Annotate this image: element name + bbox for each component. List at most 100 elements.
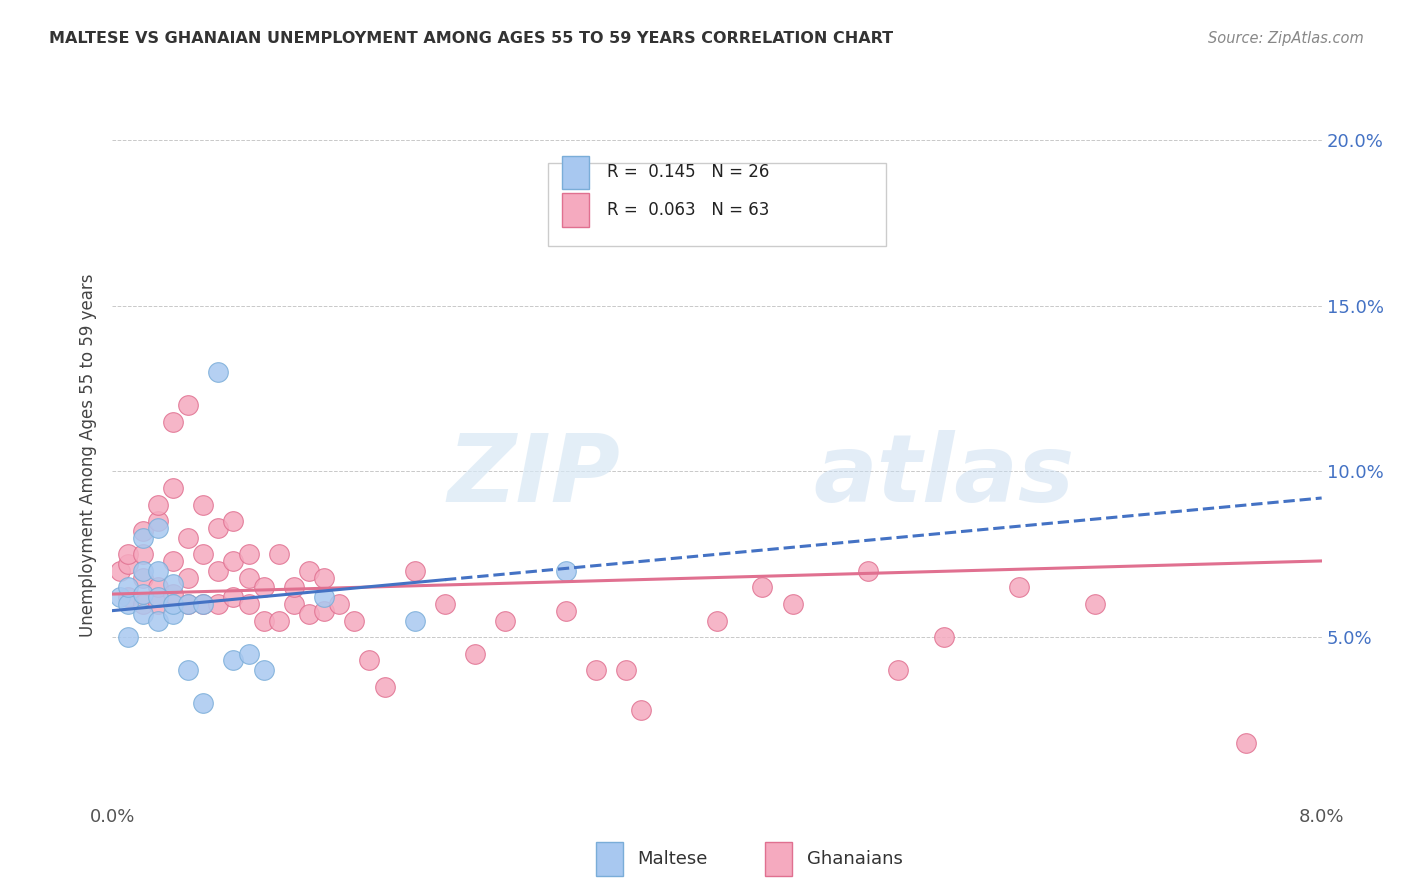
- Point: [312, 604, 335, 618]
- Point: [267, 547, 290, 561]
- Point: [554, 604, 576, 618]
- Point: [616, 663, 638, 677]
- Point: [132, 547, 155, 561]
- Point: [887, 663, 910, 677]
- Point: [238, 647, 260, 661]
- Point: [630, 703, 652, 717]
- Bar: [562, 156, 589, 189]
- Point: [177, 597, 200, 611]
- Point: [132, 564, 155, 578]
- Point: [162, 587, 184, 601]
- Text: ZIP: ZIP: [447, 430, 620, 522]
- Point: [373, 680, 396, 694]
- Point: [495, 614, 517, 628]
- Point: [132, 607, 155, 621]
- Point: [222, 591, 245, 605]
- Point: [222, 514, 245, 528]
- Point: [1084, 597, 1107, 611]
- Point: [162, 415, 184, 429]
- Point: [132, 570, 155, 584]
- Point: [191, 597, 215, 611]
- Point: [207, 365, 229, 379]
- Point: [162, 554, 184, 568]
- Point: [253, 581, 276, 595]
- Point: [146, 514, 169, 528]
- Text: R =  0.145   N = 26: R = 0.145 N = 26: [607, 163, 769, 181]
- Point: [117, 547, 139, 561]
- Point: [1008, 581, 1031, 595]
- Text: Ghanaians: Ghanaians: [807, 850, 903, 868]
- Point: [146, 591, 169, 605]
- Point: [359, 653, 381, 667]
- Point: [162, 577, 184, 591]
- Point: [312, 591, 335, 605]
- Point: [146, 581, 169, 595]
- Text: R =  0.063   N = 63: R = 0.063 N = 63: [607, 201, 769, 219]
- Point: [132, 524, 155, 538]
- Text: Maltese: Maltese: [637, 850, 707, 868]
- Point: [404, 564, 426, 578]
- Point: [191, 498, 215, 512]
- Point: [1234, 736, 1257, 750]
- Bar: [596, 842, 623, 876]
- Y-axis label: Unemployment Among Ages 55 to 59 years: Unemployment Among Ages 55 to 59 years: [79, 273, 97, 637]
- Point: [177, 663, 200, 677]
- Point: [117, 591, 139, 605]
- Point: [207, 521, 229, 535]
- Point: [253, 614, 276, 628]
- Point: [751, 581, 773, 595]
- Point: [132, 531, 155, 545]
- Point: [238, 570, 260, 584]
- Point: [856, 564, 880, 578]
- Point: [706, 614, 728, 628]
- Bar: [765, 842, 792, 876]
- Point: [162, 481, 184, 495]
- Point: [132, 587, 155, 601]
- Point: [298, 564, 321, 578]
- Point: [146, 564, 169, 578]
- Point: [191, 547, 215, 561]
- Point: [117, 597, 139, 611]
- Point: [117, 581, 139, 595]
- Point: [343, 614, 366, 628]
- Point: [222, 653, 245, 667]
- Point: [238, 547, 260, 561]
- Point: [146, 521, 169, 535]
- Point: [191, 697, 215, 711]
- Point: [117, 558, 139, 572]
- Point: [207, 564, 229, 578]
- Point: [162, 607, 184, 621]
- Point: [238, 597, 260, 611]
- Point: [312, 570, 335, 584]
- Point: [932, 630, 955, 644]
- Point: [207, 597, 229, 611]
- Point: [177, 531, 200, 545]
- Text: Source: ZipAtlas.com: Source: ZipAtlas.com: [1208, 31, 1364, 46]
- Point: [162, 597, 184, 611]
- Point: [146, 498, 169, 512]
- Point: [283, 581, 305, 595]
- Point: [464, 647, 486, 661]
- Point: [253, 663, 276, 677]
- Point: [222, 554, 245, 568]
- Point: [283, 597, 305, 611]
- Point: [146, 597, 169, 611]
- Point: [267, 614, 290, 628]
- Point: [177, 597, 200, 611]
- Text: MALTESE VS GHANAIAN UNEMPLOYMENT AMONG AGES 55 TO 59 YEARS CORRELATION CHART: MALTESE VS GHANAIAN UNEMPLOYMENT AMONG A…: [49, 31, 893, 46]
- Point: [404, 614, 426, 628]
- Point: [108, 564, 131, 578]
- Point: [132, 597, 155, 611]
- Point: [433, 597, 456, 611]
- Point: [177, 398, 200, 412]
- Point: [328, 597, 350, 611]
- Point: [298, 607, 321, 621]
- Text: atlas: atlas: [814, 430, 1076, 522]
- Point: [554, 564, 576, 578]
- Bar: [562, 194, 589, 227]
- Point: [585, 663, 607, 677]
- Point: [177, 570, 200, 584]
- Point: [117, 630, 139, 644]
- Point: [782, 597, 804, 611]
- FancyBboxPatch shape: [548, 162, 886, 246]
